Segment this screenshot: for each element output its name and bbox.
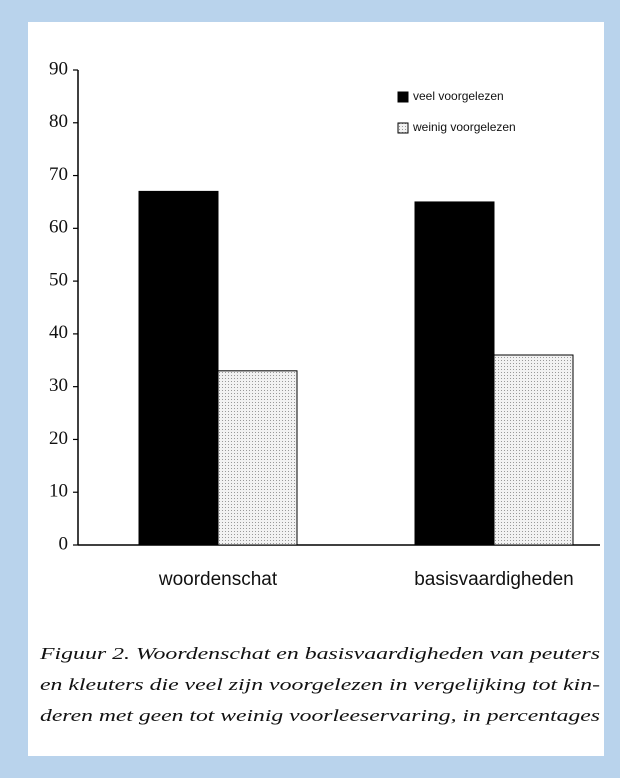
y-tick-label: 0 <box>59 533 69 554</box>
legend-label: veel voorgelezen <box>413 89 504 103</box>
x-tick-label: woordenschat <box>158 569 278 590</box>
bar <box>493 354 574 546</box>
caption-line: deren met geen tot weinig voorleeservari… <box>40 706 600 725</box>
bar <box>217 370 298 546</box>
legend-swatch <box>397 91 409 103</box>
x-tick-label: basisvaardigheden <box>414 569 574 590</box>
y-tick-label: 50 <box>49 269 68 290</box>
caption-line: Figuur 2. Woordenschat en basisvaardighe… <box>39 644 600 663</box>
bar <box>414 201 495 546</box>
y-tick-label: 90 <box>49 58 68 79</box>
y-tick-label: 80 <box>49 111 68 132</box>
y-tick-label: 70 <box>49 164 68 185</box>
y-tick-label: 10 <box>49 481 68 502</box>
bar <box>138 190 219 546</box>
y-tick-label: 30 <box>49 375 68 396</box>
y-tick-label: 20 <box>49 428 68 449</box>
y-tick-label: 60 <box>49 217 68 238</box>
y-tick-label: 40 <box>49 322 68 343</box>
caption-line: en kleuters die veel zijn voorgelezen in… <box>40 675 600 694</box>
legend-label: weinig voorgelezen <box>412 120 516 134</box>
legend-swatch <box>397 122 409 134</box>
